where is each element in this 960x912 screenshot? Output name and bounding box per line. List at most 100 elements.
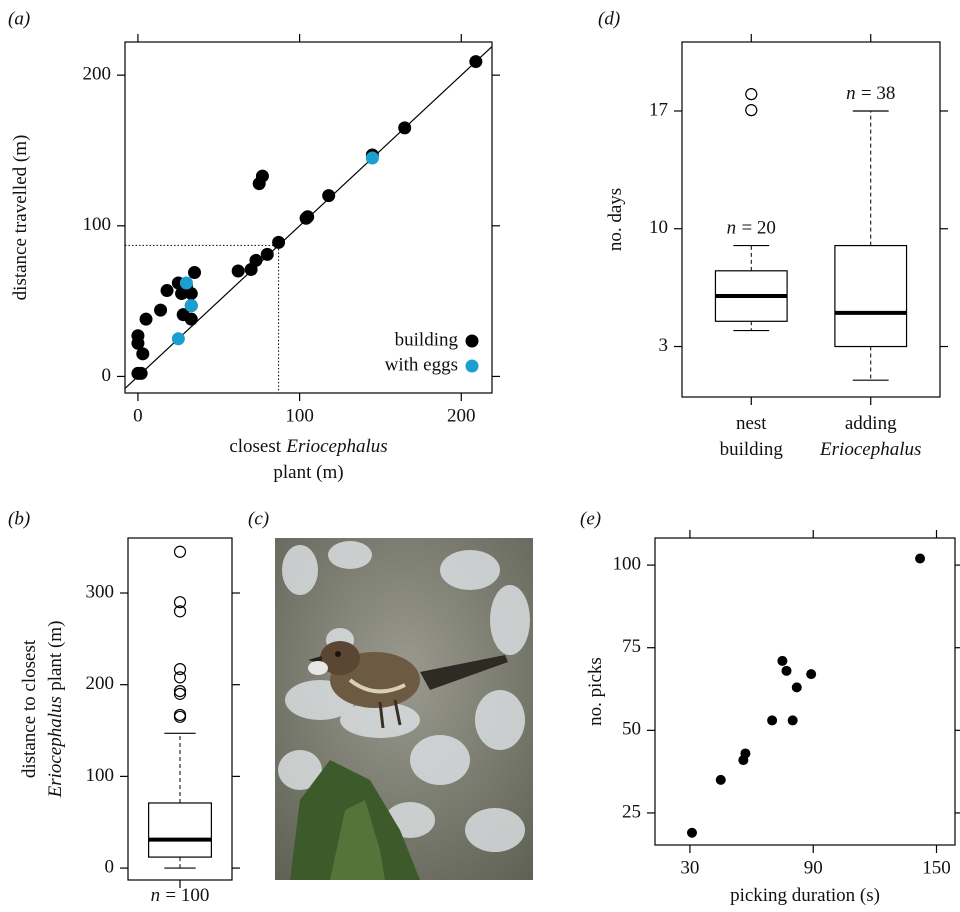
panel-label: (b) [8, 508, 30, 529]
category-label-part: building [720, 439, 784, 460]
sample-size-label-part: = 20 [741, 218, 775, 239]
point [915, 553, 926, 564]
y-tick-label: 75 [622, 636, 641, 657]
y-tick-label: 300 [86, 581, 115, 602]
point [255, 169, 269, 183]
point [184, 312, 198, 326]
sample-size-label: n = 20 [727, 218, 776, 239]
x-tick-label: 0 [133, 405, 143, 426]
x-tick-label: 100 [285, 405, 314, 426]
x-tick-label: 30 [680, 857, 699, 878]
point [740, 748, 751, 759]
point [791, 682, 802, 693]
x-axis-label-part: picking duration (s) [730, 885, 880, 906]
outlier [173, 710, 187, 723]
y-tick-label: 17 [649, 99, 668, 120]
outlier [745, 88, 758, 101]
y-tick-label: 100 [83, 214, 112, 235]
panel-label: (d) [598, 8, 620, 29]
y-tick-label: 10 [649, 217, 668, 238]
point [469, 55, 483, 69]
legend-marker [465, 359, 479, 373]
category-label-part: Eriocephalus [819, 439, 921, 460]
point [231, 264, 245, 278]
y-tick-label: 100 [613, 553, 642, 574]
x-axis-label: closest Eriocephalus [229, 436, 387, 457]
category-label: adding [845, 413, 897, 434]
y-axis-label: no. days [605, 188, 626, 251]
box [834, 244, 908, 348]
legend-label: building [395, 329, 459, 350]
y-axis-label: Eriocephalus plant (m) [45, 621, 66, 799]
sample-size-label-part: = 38 [861, 83, 895, 104]
y-tick-label: 3 [659, 335, 669, 356]
point [136, 347, 150, 361]
photo-bird [308, 641, 508, 729]
point [715, 774, 726, 785]
category-label-part: adding [845, 413, 897, 434]
y-axis-label-part: distance travelled (m) [10, 135, 31, 301]
y-axis-label: distance to closest [19, 639, 40, 778]
y-tick-label: 100 [86, 765, 115, 786]
sample-size-label: n = 38 [846, 83, 895, 104]
category-label: Eriocephalus [819, 439, 921, 460]
y-tick-label: 0 [102, 365, 112, 386]
outlier [745, 104, 758, 117]
x-tick-label: 200 [447, 405, 476, 426]
y-tick-label: 0 [105, 856, 115, 877]
point [134, 366, 148, 380]
panel-label: (a) [8, 8, 30, 29]
point [139, 312, 153, 326]
x-tick-label: 150 [922, 857, 951, 878]
point [179, 276, 193, 290]
y-tick-label: 200 [83, 64, 112, 85]
point [171, 332, 185, 346]
panel-label: (e) [580, 508, 601, 529]
y-axis-label-part: no. days [605, 188, 626, 251]
y-axis-label-part: no. picks [585, 657, 606, 726]
y-tick-label: 200 [86, 673, 115, 694]
sample-size-label-part: n [727, 218, 737, 239]
point [188, 265, 202, 279]
point [131, 336, 145, 350]
point [301, 210, 315, 224]
outlier [173, 687, 187, 700]
sample-size-label-part: n [846, 83, 856, 104]
point [184, 287, 198, 301]
y-tick-label: 25 [622, 801, 641, 822]
plot-frame [654, 537, 956, 846]
point [322, 189, 336, 203]
x-axis-label: picking duration (s) [730, 885, 880, 906]
point [260, 247, 274, 261]
category-label-part: = 100 [165, 885, 209, 906]
x-axis-label-part: closest [229, 436, 281, 457]
legend-marker [465, 334, 479, 348]
point [365, 151, 379, 165]
point [160, 284, 174, 298]
y-axis-label: distance travelled (m) [10, 135, 31, 301]
y-tick-label: 50 [622, 719, 641, 740]
x-axis-label: plant (m) [273, 462, 343, 483]
y-axis-label-part: plant (m) [45, 621, 66, 691]
outlier [173, 663, 187, 676]
category-label: building [720, 439, 784, 460]
x-axis-label-part: plant (m) [273, 462, 343, 483]
panel-label: (c) [248, 508, 269, 529]
point [806, 669, 817, 680]
outlier [173, 545, 187, 558]
point [249, 253, 263, 267]
outlier [173, 605, 187, 618]
x-tick-label: 90 [804, 857, 823, 878]
box [148, 802, 212, 858]
point [781, 665, 792, 676]
x-axis-label-part: Eriocephalus [285, 436, 387, 457]
point [767, 715, 778, 726]
legend-label: with eggs [385, 354, 458, 375]
point [686, 827, 697, 838]
category-label-part: n [151, 885, 161, 906]
y-axis-label-part: distance to closest [19, 639, 40, 778]
point [777, 655, 788, 666]
photo [275, 538, 533, 880]
plot-frame [681, 41, 941, 398]
